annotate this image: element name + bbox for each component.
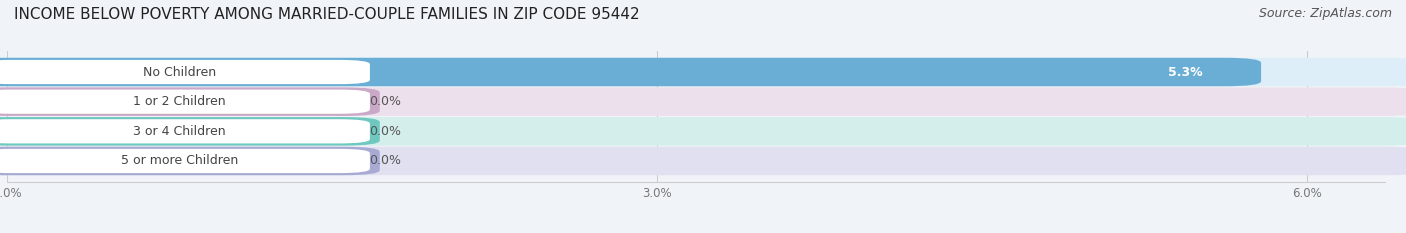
Text: 0.0%: 0.0% — [368, 95, 401, 108]
Text: Source: ZipAtlas.com: Source: ZipAtlas.com — [1258, 7, 1392, 20]
FancyBboxPatch shape — [0, 87, 1406, 116]
FancyBboxPatch shape — [0, 117, 1406, 146]
Text: INCOME BELOW POVERTY AMONG MARRIED-COUPLE FAMILIES IN ZIP CODE 95442: INCOME BELOW POVERTY AMONG MARRIED-COUPL… — [14, 7, 640, 22]
FancyBboxPatch shape — [0, 147, 380, 175]
FancyBboxPatch shape — [0, 119, 370, 144]
Text: 5.3%: 5.3% — [1168, 65, 1202, 79]
Text: No Children: No Children — [142, 65, 217, 79]
FancyBboxPatch shape — [0, 58, 1261, 86]
Text: 5 or more Children: 5 or more Children — [121, 154, 238, 168]
Text: 0.0%: 0.0% — [368, 125, 401, 138]
Text: 1 or 2 Children: 1 or 2 Children — [134, 95, 225, 108]
FancyBboxPatch shape — [0, 58, 1406, 86]
FancyBboxPatch shape — [0, 87, 380, 116]
FancyBboxPatch shape — [0, 89, 370, 114]
FancyBboxPatch shape — [0, 149, 370, 173]
Text: 0.0%: 0.0% — [368, 154, 401, 168]
Text: 3 or 4 Children: 3 or 4 Children — [134, 125, 225, 138]
FancyBboxPatch shape — [0, 117, 380, 146]
FancyBboxPatch shape — [0, 60, 370, 84]
FancyBboxPatch shape — [0, 147, 1406, 175]
